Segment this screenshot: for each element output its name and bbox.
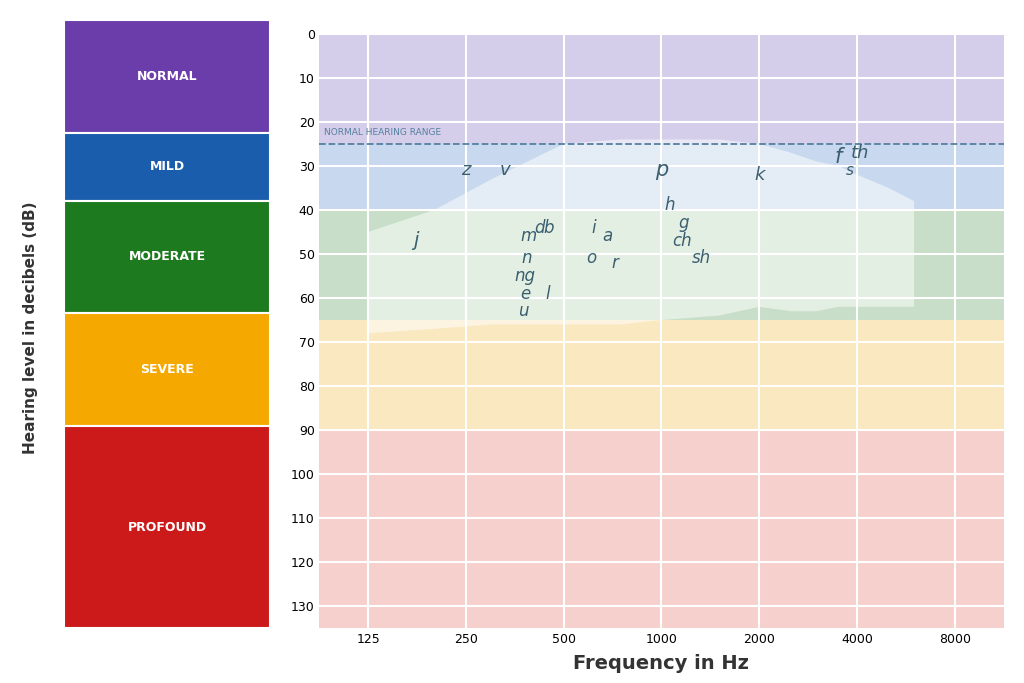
X-axis label: Frequency in Hz: Frequency in Hz: [573, 654, 750, 673]
Text: i: i: [592, 219, 596, 236]
Bar: [65, 313, 270, 426]
Text: f: f: [835, 147, 842, 167]
Text: d: d: [534, 219, 545, 236]
Text: j: j: [413, 232, 419, 250]
Text: ch: ch: [673, 232, 692, 250]
Bar: [318, 430, 1004, 628]
Text: th: th: [851, 143, 869, 162]
Text: m: m: [520, 227, 537, 245]
Text: n: n: [521, 249, 532, 267]
Text: ng: ng: [514, 267, 536, 285]
Text: a: a: [602, 227, 612, 245]
Text: o: o: [587, 249, 597, 267]
Text: p: p: [655, 161, 668, 180]
Polygon shape: [369, 139, 914, 333]
Bar: [318, 33, 1004, 144]
Text: g: g: [678, 214, 689, 232]
Text: k: k: [754, 166, 764, 184]
Bar: [318, 320, 1004, 430]
Bar: [318, 144, 1004, 210]
Text: v: v: [500, 161, 511, 179]
Text: Hearing level in decibels (dB): Hearing level in decibels (dB): [24, 201, 38, 454]
Text: z: z: [461, 161, 471, 179]
Text: e: e: [520, 285, 530, 303]
Text: NORMAL: NORMAL: [137, 70, 198, 83]
Text: s: s: [846, 163, 854, 178]
Text: b: b: [544, 219, 554, 236]
Bar: [318, 210, 1004, 320]
Text: sh: sh: [692, 249, 712, 267]
Bar: [65, 201, 270, 313]
Text: h: h: [665, 197, 675, 214]
Text: PROFOUND: PROFOUND: [128, 520, 207, 533]
Bar: [65, 133, 270, 201]
Text: SEVERE: SEVERE: [140, 363, 195, 376]
Text: MILD: MILD: [150, 161, 184, 173]
Bar: [65, 426, 270, 628]
Text: l: l: [545, 285, 550, 303]
Text: r: r: [611, 254, 618, 272]
Text: NORMAL HEARING RANGE: NORMAL HEARING RANGE: [324, 128, 440, 137]
Text: MODERATE: MODERATE: [129, 251, 206, 264]
Bar: [65, 20, 270, 133]
Text: u: u: [518, 302, 528, 320]
